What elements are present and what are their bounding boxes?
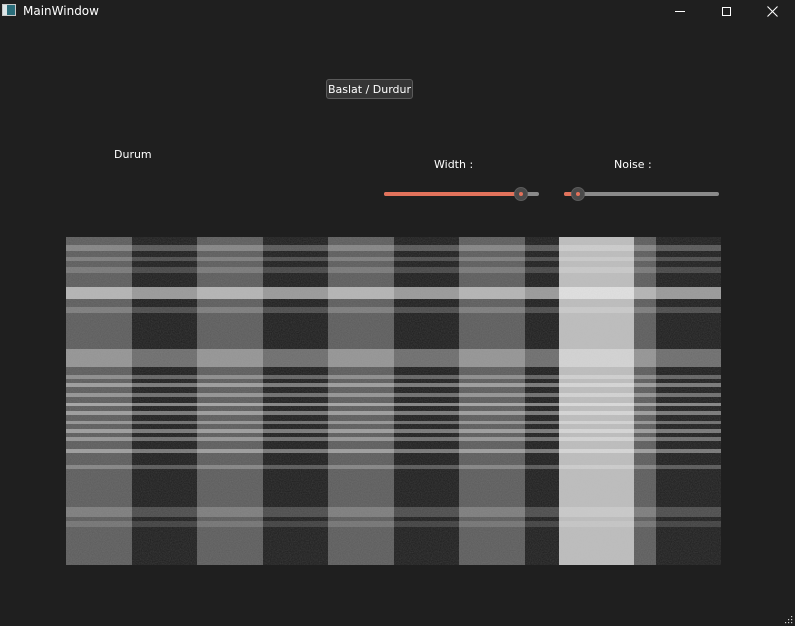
- striped-signal-image: [66, 237, 721, 565]
- status-label: Durum: [114, 148, 152, 161]
- title-bar[interactable]: MainWindow: [0, 0, 795, 22]
- noise-slider-handle[interactable]: [571, 187, 585, 201]
- start-stop-button[interactable]: Baslat / Durdur: [326, 79, 413, 99]
- minimize-icon: [675, 10, 685, 12]
- app-window-icon: [2, 4, 16, 16]
- noise-slider-groove: [564, 192, 719, 196]
- minimize-button[interactable]: [657, 0, 703, 22]
- close-icon: [766, 5, 778, 17]
- signal-image-view: [66, 237, 721, 565]
- width-slider-handle[interactable]: [514, 187, 528, 201]
- width-slider-fill: [384, 192, 521, 196]
- width-slider[interactable]: [384, 187, 539, 201]
- maximize-icon: [721, 6, 731, 16]
- close-button[interactable]: [749, 0, 795, 22]
- width-label: Width :: [434, 158, 474, 171]
- size-grip-icon[interactable]: [783, 614, 793, 624]
- noise-slider[interactable]: [564, 187, 719, 201]
- noise-label: Noise :: [614, 158, 652, 171]
- maximize-button[interactable]: [703, 0, 749, 22]
- window-title: MainWindow: [23, 4, 99, 18]
